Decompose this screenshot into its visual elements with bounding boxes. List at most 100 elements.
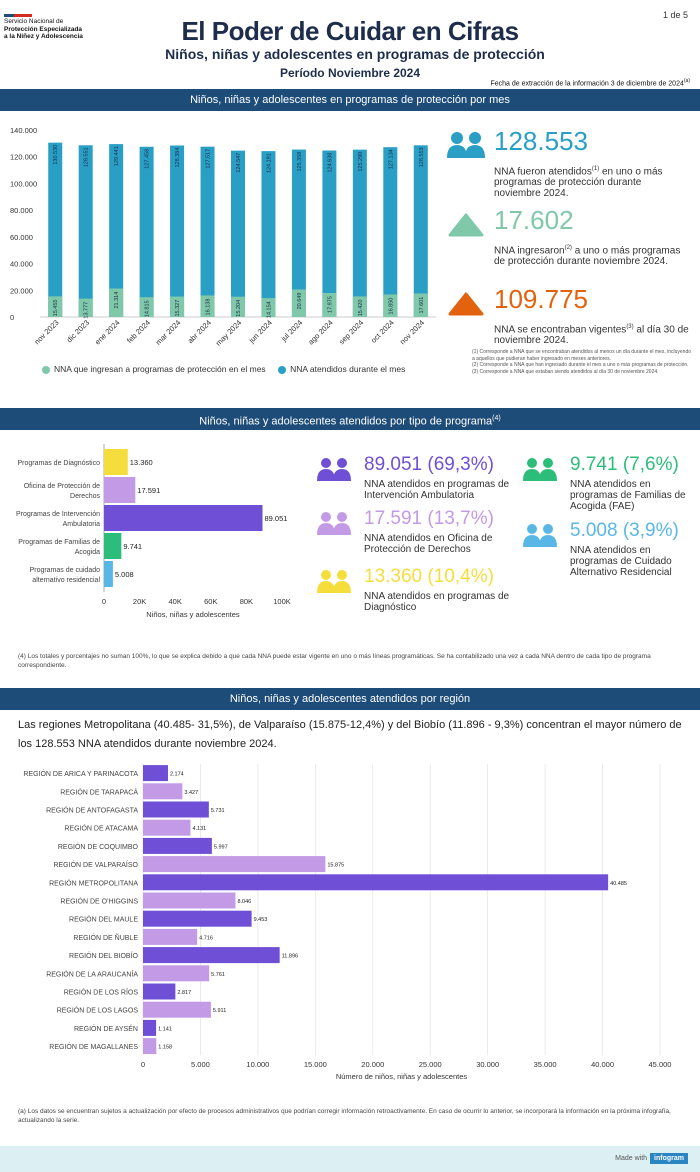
bar-ingress [170,296,185,317]
x-tick-label: 35.000 [534,1060,557,1069]
bar-label-attended: 128.551 [84,147,90,167]
program-value: 9.741 (7,6%) [570,454,679,475]
x-tick-label: 45.000 [649,1060,672,1069]
stat-text: al día 30 de noviembre 2024. [494,324,689,347]
x-tick-label: mar 2024 [154,318,183,347]
program-category-label: Acogida [75,549,100,556]
x-tick-label: ene 2024 [93,318,121,346]
period-label: Período Noviembre 2024 [279,66,421,80]
program-value: 17.591 (13,7%) [364,508,494,529]
bar-label-attended: 124.547 [236,153,242,173]
program-category-label: Programas de Intervención [16,511,100,518]
bar-label-ingress: 15.204 [236,300,242,317]
bar-ingress [139,297,154,317]
bar-label-attended: 128.384 [175,148,181,168]
bar-label-ingress: 17.975 [327,296,333,313]
bar-label-ingress: 13.777 [84,302,90,319]
program-bar [104,533,122,559]
section-monthly-header: Niños, niñas y adolescentes en programas… [0,89,700,111]
x-tick-label: oct 2024 [369,318,396,345]
bar-attended [231,150,245,317]
stat-description: NNA fueron atendidos(1) en uno o más pro… [494,164,690,199]
stat-notes: (1) Corresponde a NNA que se encontraban… [472,349,692,375]
bar-attended [200,146,215,317]
x-tick-label: ago 2024 [306,318,334,346]
stat-value: 109.775 [494,284,588,314]
x-axis-title: Número de niños, niñas y adolescentes [336,1072,468,1081]
program-description: NNA atendidos en programas de Familias d… [570,479,686,512]
bar-label-attended: 128.553 [419,147,425,167]
bar-attended [413,145,428,317]
y-tick-label: 40.000 [10,260,33,269]
x-tick-label: 5.000 [191,1060,210,1069]
region-bar-label: 2.817 [177,990,191,996]
y-tick-label: 20.000 [10,286,33,295]
bar-label-attended: 124.191 [266,153,272,173]
region-bar [143,783,183,800]
bar-ingress [109,288,124,317]
region-note: (a) Los datos se encuentran sujetos a ac… [18,1108,671,1124]
region-category-label: REGIÓN DE MAGALLANES [49,1042,138,1051]
infogram-logo[interactable]: infogram [650,1153,688,1164]
region-bar [143,874,609,891]
program-category-label: Programas de cuidado [30,567,101,574]
x-tick-label: 60K [204,597,217,606]
program-category-label: Programas de Familias de [18,539,100,546]
program-category-label: Oficina de Protección de [24,483,100,490]
stat-text: en uno o más programas de protección dur… [494,166,663,200]
region-bar-label: 5.731 [211,808,225,814]
program-description: NNA atendidos en programas de Diagnóstic… [364,591,510,613]
bar-ingress [291,289,306,317]
x-tick-label: 40K [169,597,182,606]
stat-text: NNA se encontraban vigentes [494,324,627,336]
stat-value: 17.602 [494,205,574,235]
program-category-label: alternativo residencial [32,577,100,584]
bar-ingress [78,298,93,317]
y-tick-label: 120.000 [10,153,37,162]
bar-label-ingress: 14.815 [145,300,151,317]
region-bar [143,1038,157,1055]
region-bar-label: 9.453 [254,917,268,923]
made-with[interactable]: Made with infogram [615,1153,688,1164]
region-bar-label: 11.896 [282,954,298,960]
region-bar-label: 2.174 [170,772,184,778]
x-axis-title: Niños, niñas y adolescentes [146,610,240,619]
region-bar-label: 4.131 [192,826,206,832]
x-tick-label: 40.000 [591,1060,614,1069]
bar-attended [352,149,367,317]
org-line3: a la Niñez y Adolescencia [4,33,83,40]
bar-label-ingress: 17.601 [419,297,425,314]
program-header-text: Niños, niñas y adolescentes atendidos po… [199,415,493,428]
org-logo: Servicio Nacional de Protección Especial… [4,18,83,41]
bar-label-ingress: 15.455 [53,300,59,317]
logo-flag-bar [4,14,32,17]
bar-ingress [413,293,428,317]
program-value: 89.051 (69,3%) [364,454,494,475]
extraction-date: Fecha de extracción de la información 3 … [490,78,690,87]
y-tick-label: 60.000 [10,233,33,242]
program-bar-label: 9.741 [123,542,142,551]
page-number: 1 de 5 [662,10,688,20]
people-icon [316,568,352,599]
page-title: El Poder de Cuidar en Cifras [181,16,519,46]
region-bar [143,819,191,836]
x-tick-label: 15.000 [304,1060,327,1069]
made-with-label: Made with [615,1155,648,1162]
y-tick-label: 140.000 [10,126,37,135]
region-bar [143,837,212,854]
section-program-header: Niños, niñas y adolescentes atendidos po… [0,408,700,430]
stat-note-3: (3) Corresponde a NNA que estaban siendo… [472,368,659,375]
people-icon [446,130,486,165]
bar-label-attended: 125.290 [358,152,364,172]
region-category-label: REGIÓN DEL MAULE [69,915,138,924]
bar-attended [48,142,63,317]
region-bar-label: 5.761 [211,972,225,978]
stat-sup: (3) [626,324,634,330]
bar-label-attended: 130.530 [53,145,59,165]
stat-description: NNA ingresaron(2) a uno o más programas … [494,243,690,267]
legend-in-dot [42,365,50,374]
region-bar-label: 3.427 [184,790,198,796]
x-tick-label: 30.000 [476,1060,499,1069]
bar-ingress [261,298,276,317]
program-chart: 13.360 Programas de Diagnóstico 17.591 Ofic… [16,444,291,619]
